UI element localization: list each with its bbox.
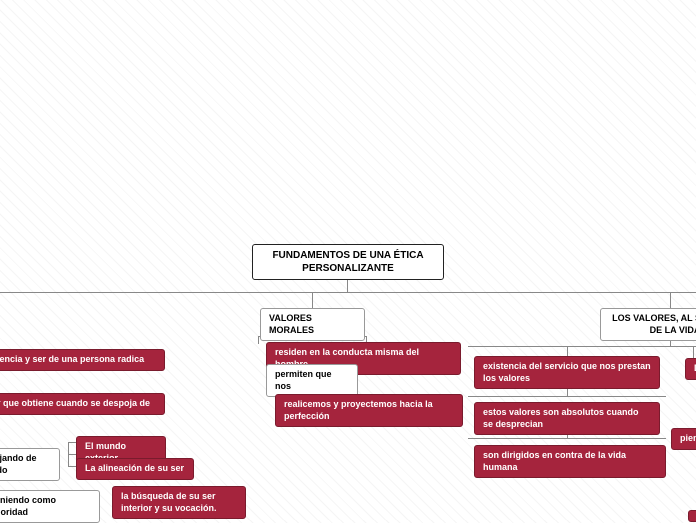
node-poniendo[interactable]: poniendo como prioridad xyxy=(0,490,100,523)
node-bottom-right[interactable] xyxy=(688,510,696,522)
node-dirigidos[interactable]: son dirigidos en contra de la vida human… xyxy=(474,445,666,478)
node-piensa[interactable]: piensa xyxy=(671,428,696,450)
connector-line xyxy=(68,454,76,455)
connector-line xyxy=(468,346,696,347)
node-valor-obtiene[interactable]: valor que obtiene cuando se despoja de xyxy=(0,393,165,415)
node-alineacion[interactable]: La alineación de su ser xyxy=(76,458,194,480)
connector-line xyxy=(68,442,69,466)
connector-line xyxy=(68,466,76,467)
node-existencia-ser[interactable]: existencia y ser de una persona radica xyxy=(0,349,165,371)
connector-line xyxy=(693,346,694,358)
node-dejando-lado[interactable]: dejando de lado xyxy=(0,448,60,481)
node-realicemos[interactable]: realicemos y proyectemos hacia la perfec… xyxy=(275,394,463,427)
node-existencia-servicio[interactable]: existencia del servicio que nos prestan … xyxy=(474,356,660,389)
connector-line xyxy=(670,292,671,308)
connector-line xyxy=(312,292,313,308)
connector-line xyxy=(468,438,666,439)
node-absolutos[interactable]: estos valores son absolutos cuando se de… xyxy=(474,402,660,435)
connector-line xyxy=(258,336,259,344)
root-node[interactable]: FUNDAMENTOS DE UNA ÉTICA PERSONALIZANTE xyxy=(252,244,444,280)
connector-line xyxy=(567,346,568,356)
node-valores-morales[interactable]: VALORES MORALES xyxy=(260,308,365,341)
node-right-edge-1[interactable]: D xyxy=(685,358,696,380)
node-busqueda[interactable]: la búsqueda de su ser interior y su voca… xyxy=(112,486,246,519)
connector-line xyxy=(68,442,76,443)
connector-line xyxy=(0,292,696,293)
node-permiten[interactable]: permiten que nos xyxy=(266,364,358,397)
connector-line xyxy=(347,280,348,292)
node-valores-servicio[interactable]: LOS VALORES, AL SERVICIO DE LA VIDA xyxy=(600,308,696,341)
connector-line xyxy=(468,396,666,397)
